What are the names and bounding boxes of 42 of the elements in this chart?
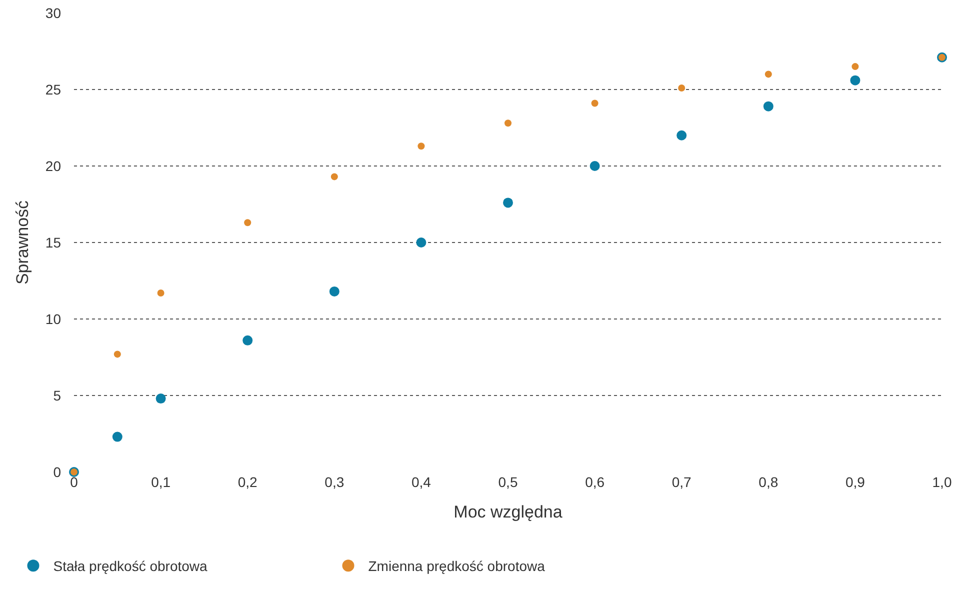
x-tick-label: 0,3 [324,474,344,490]
legend-label: Stała prędkość obrotowa [53,558,208,574]
y-tick-label: 25 [45,81,62,98]
point [852,63,859,70]
point [590,161,600,171]
point [242,335,253,346]
point [112,432,122,442]
x-tick-label: 0,1 [151,474,171,490]
point [114,350,121,358]
point [503,198,513,208]
point [591,100,598,107]
point [330,173,338,180]
point [156,394,166,404]
x-tick-label: 0,9 [845,474,866,490]
point [244,219,252,226]
point [676,130,687,140]
point [416,238,426,248]
y-tick-label: 30 [45,4,62,21]
y-tick-label: 5 [53,387,62,404]
x-tick-label: 0,7 [672,474,692,490]
point [764,70,772,78]
x-tick-label: 0 [70,474,78,490]
y-tick-label: 20 [45,158,62,174]
x-tick-label: 0,4 [411,474,432,490]
y-tick-label: 15 [45,234,62,250]
legend-label: Zmienna prędkość obrotowa [368,558,546,574]
point [850,75,860,86]
y-tick-label: 10 [45,310,62,327]
point [329,286,340,296]
y-tick-label: 0 [53,464,62,480]
x-tick-label: 0,2 [238,474,258,490]
x-axis-title: Moc względna [454,502,563,522]
x-tick-label: 0,5 [498,474,518,490]
point [157,289,164,296]
point [418,142,425,150]
x-tick-label: 1,0 [932,474,952,490]
y-axis-title: Sprawność [12,200,32,285]
x-tick-label: 0,6 [585,474,605,490]
x-tick-label: 0,8 [758,474,778,490]
point [678,84,686,92]
point [504,120,512,127]
point [763,101,774,112]
